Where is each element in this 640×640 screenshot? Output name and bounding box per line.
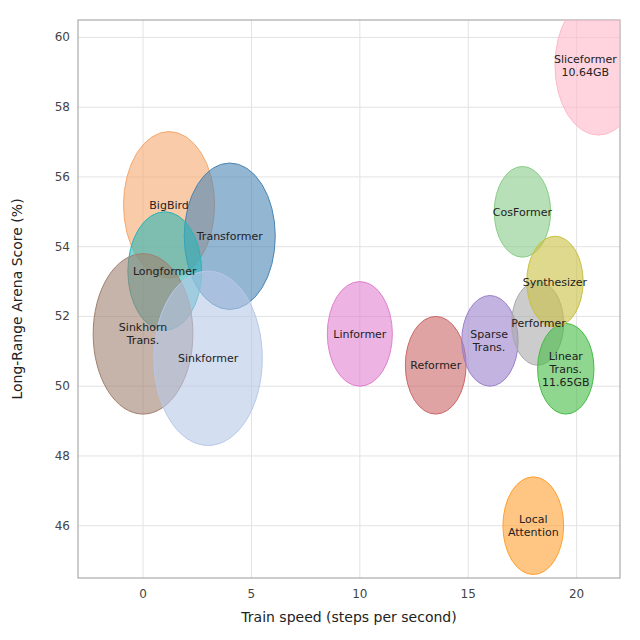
bubble-label: LinearTrans.11.65GB — [542, 350, 590, 389]
grid-line — [78, 37, 620, 38]
label-line: BigBird — [149, 199, 189, 212]
label-line: Longformer — [133, 265, 197, 278]
label-line: Performer — [511, 317, 566, 330]
bubble — [405, 316, 466, 414]
bubble-label: CosFormer — [493, 206, 553, 219]
tick-label: 48 — [55, 449, 70, 463]
bubble-label: LocalAttention — [508, 513, 559, 539]
bubble-label-group: Reformer — [410, 359, 461, 372]
plot-frame — [78, 20, 620, 578]
bubble-label-group: Linformer — [333, 328, 387, 341]
label-line: Local — [519, 513, 548, 526]
label-line: Sparse — [470, 328, 508, 341]
y-axis-label: Long-Range Arena Score (%) — [9, 198, 25, 399]
grid-line — [78, 107, 620, 108]
bubble-label-group: Synthesizer — [523, 276, 588, 289]
label-line: Trans. — [549, 363, 583, 376]
bubble-label-group: Performer — [511, 317, 566, 330]
tick-label: 56 — [55, 170, 70, 184]
bubble-label: SparseTrans. — [470, 328, 508, 354]
labels: BigBirdTransformerLongformerSinkhornTran… — [119, 53, 617, 539]
tick-label: 60 — [55, 30, 70, 44]
bubble-label: Synthesizer — [523, 276, 588, 289]
x-axis-label: Train speed (steps per second) — [240, 609, 456, 625]
chart: 0 5 10 15 20 46 48 50 52 54 56 58 60 Train speed (ste… — [0, 0, 640, 640]
label-line: Attention — [508, 526, 559, 539]
grid — [78, 20, 620, 578]
bubble-label-group: SparseTrans. — [470, 328, 508, 354]
bubble-label-group: SinkhornTrans. — [119, 321, 167, 347]
tick-label: 10 — [352, 587, 367, 601]
tick-label: 5 — [248, 587, 256, 601]
label-line: Linear — [549, 350, 584, 363]
bubble-label-group: CosFormer — [493, 206, 553, 219]
tick-label: 0 — [139, 587, 147, 601]
bubble-label-group: Transformer — [196, 230, 263, 243]
tick-label: 46 — [55, 519, 70, 533]
bubble — [327, 282, 392, 387]
bubble-label-group: Longformer — [133, 265, 197, 278]
tick-label: 54 — [55, 240, 70, 254]
bubble-label-group: BigBird — [149, 199, 189, 212]
label-line: Sinkhorn — [119, 321, 167, 334]
bubble-label: Reformer — [410, 359, 461, 372]
label-line: 11.65GB — [542, 376, 590, 389]
label-line: Synthesizer — [523, 276, 588, 289]
bubble-label: Sinkformer — [178, 352, 239, 365]
bubble — [462, 296, 518, 387]
bubble-label-group: Sinkformer — [178, 352, 239, 365]
label-line: Transformer — [196, 230, 263, 243]
label-line: Sinkformer — [178, 352, 239, 365]
bubble-label-group: Sliceformer10.64GB — [554, 53, 617, 79]
tick-label: 20 — [569, 587, 584, 601]
tick-label: 58 — [55, 100, 70, 114]
grid-line — [78, 455, 620, 456]
bubble-label-group: LocalAttention — [508, 513, 559, 539]
bubble — [154, 271, 262, 445]
bubble-label: Performer — [511, 317, 566, 330]
bubble-label: Longformer — [133, 265, 197, 278]
bubble — [555, 20, 620, 135]
label-line: Reformer — [410, 359, 461, 372]
bubble-label: BigBird — [149, 199, 189, 212]
label-line: Trans. — [126, 334, 160, 347]
bubble-label: Transformer — [196, 230, 263, 243]
bubble — [538, 323, 594, 414]
grid-line — [468, 20, 469, 578]
bubble-label: SinkhornTrans. — [119, 321, 167, 347]
label-line: 10.64GB — [562, 66, 610, 79]
label-line: Linformer — [333, 328, 387, 341]
bubble-label: Sliceformer10.64GB — [554, 53, 617, 79]
tick-label: 50 — [55, 379, 70, 393]
bubble — [503, 477, 564, 575]
bubble-label-group: LinearTrans.11.65GB — [542, 350, 590, 389]
tick-label: 52 — [55, 309, 70, 323]
label-line: Trans. — [472, 341, 506, 354]
label-line: CosFormer — [493, 206, 553, 219]
bubbles — [93, 20, 620, 575]
tick-label: 15 — [461, 587, 476, 601]
label-line: Sliceformer — [554, 53, 617, 66]
bubble-label: Linformer — [333, 328, 387, 341]
